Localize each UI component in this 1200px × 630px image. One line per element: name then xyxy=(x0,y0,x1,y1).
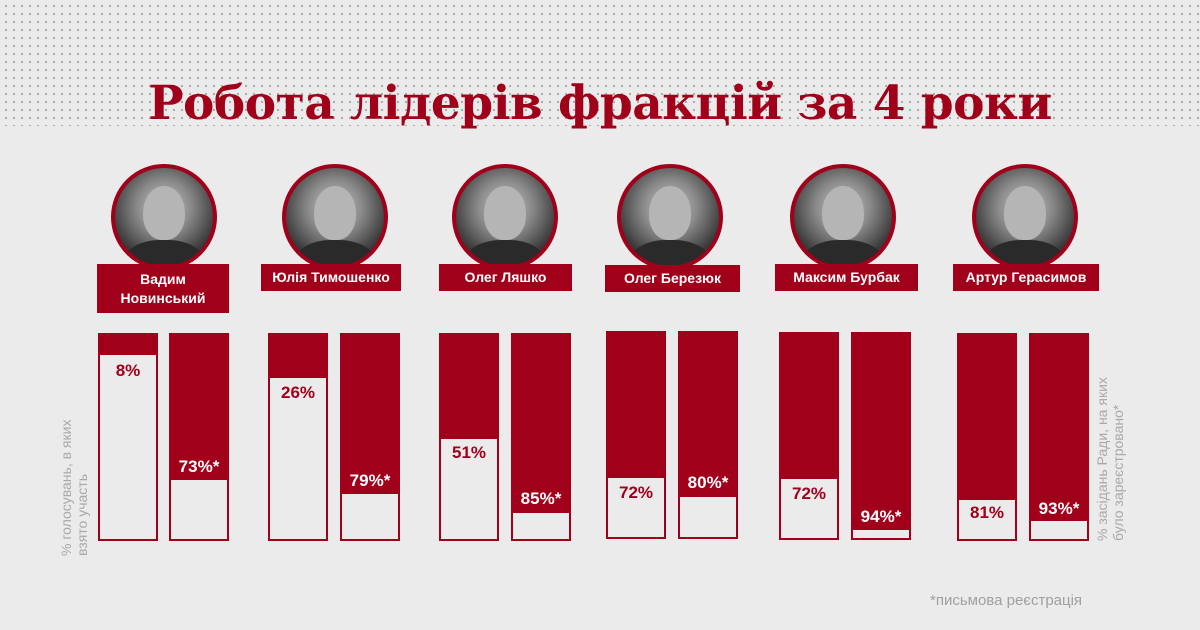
bar-votes-5: 72% xyxy=(779,332,839,540)
bar-votes-4-label: 72% xyxy=(618,483,654,502)
leader-photo-3 xyxy=(452,164,558,270)
leader-photo-5 xyxy=(790,164,896,270)
footnote: *письмова реєстрація xyxy=(930,592,1083,609)
bar-registration-2: 79%* xyxy=(340,333,400,541)
bar-votes-2: 26% xyxy=(268,333,328,541)
leader-photo-1 xyxy=(111,164,217,270)
bar-registration-4-label: 80%* xyxy=(687,473,729,492)
page-title: Робота лідерів фракцій за 4 роки xyxy=(148,76,1052,131)
leader-name-1: Вадим Новинський xyxy=(97,264,229,313)
bar-votes-1: 8% xyxy=(98,333,158,541)
bar-registration-4: 80%* xyxy=(678,331,738,539)
leader-name-2: Юлія Тимошенко xyxy=(261,264,401,291)
bar-registration-3-label: 85%* xyxy=(520,489,562,508)
bar-votes-2-label: 26% xyxy=(280,383,316,402)
bar-registration-1-label: 73%* xyxy=(178,457,220,476)
left-axis-label-line1: % голосувань, в яких xyxy=(58,419,74,556)
bar-registration-6: 93%* xyxy=(1029,333,1089,541)
bar-registration-2-label: 79%* xyxy=(349,471,391,490)
leader-photo-4 xyxy=(617,164,723,270)
bar-registration-3: 85%* xyxy=(511,333,571,541)
leader-photo-6 xyxy=(972,164,1078,270)
right-axis-label-line1: % засідань Ради, на яких xyxy=(1094,377,1110,541)
bar-votes-4: 72% xyxy=(606,331,666,539)
leader-name-5: Максим Бурбак xyxy=(775,264,918,291)
bar-votes-3-label: 51% xyxy=(451,443,487,462)
left-axis-label: % голосувань, в яких взято участь xyxy=(58,420,90,556)
bar-votes-1-label: 8% xyxy=(115,361,141,380)
right-axis-label-line2: було зареєстровано* xyxy=(1110,404,1126,541)
bar-registration-5: 94%* xyxy=(851,332,911,540)
bar-registration-6-label: 93%* xyxy=(1038,499,1080,518)
leader-photo-2 xyxy=(282,164,388,270)
bar-registration-5-label: 94%* xyxy=(860,507,902,526)
bar-votes-6: 81% xyxy=(957,333,1017,541)
leader-name-1-line1: Вадим xyxy=(140,270,186,287)
leader-name-1-line2: Новинський xyxy=(120,289,206,306)
leader-name-3: Олег Ляшко xyxy=(439,264,572,291)
dotted-header-background xyxy=(0,0,1200,126)
bar-votes-5-label: 72% xyxy=(791,484,827,503)
bar-registration-1: 73%* xyxy=(169,333,229,541)
leader-name-4: Олег Березюк xyxy=(605,265,740,292)
bar-votes-3: 51% xyxy=(439,333,499,541)
leader-name-6: Артур Герасимов xyxy=(953,264,1099,291)
bar-votes-6-label: 81% xyxy=(969,503,1005,522)
right-axis-label: % засідань Ради, на яких було зареєстров… xyxy=(1094,377,1126,541)
left-axis-label-line2: взято участь xyxy=(74,474,90,556)
